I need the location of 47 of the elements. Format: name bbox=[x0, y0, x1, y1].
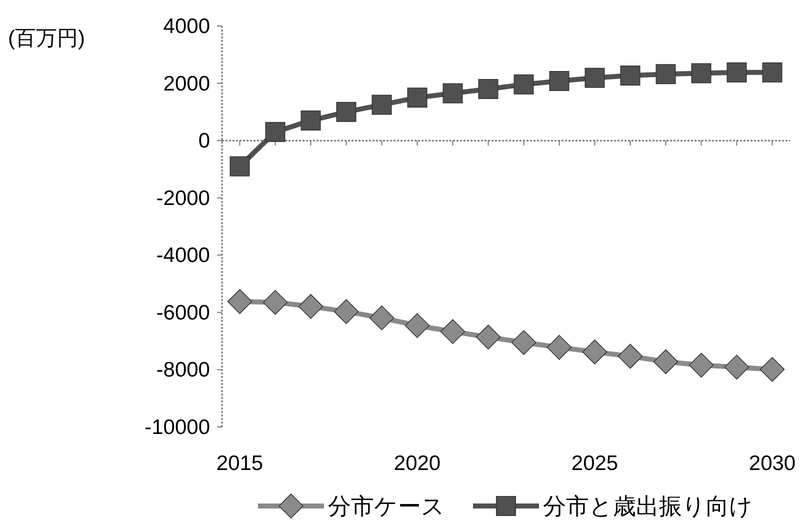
point bbox=[476, 324, 501, 350]
point bbox=[656, 64, 676, 84]
point bbox=[407, 88, 428, 108]
x-tick-label: 2030 bbox=[748, 452, 796, 475]
point bbox=[334, 299, 359, 324]
point bbox=[369, 305, 394, 330]
point bbox=[262, 290, 288, 315]
point bbox=[549, 70, 570, 91]
point bbox=[546, 334, 572, 360]
point bbox=[230, 156, 250, 176]
point bbox=[618, 344, 643, 369]
y-tick-label: -8000 bbox=[156, 358, 210, 382]
y-tick-label: -10000 bbox=[144, 416, 210, 439]
point bbox=[440, 319, 466, 344]
x-tick-label: 2025 bbox=[571, 452, 618, 475]
point bbox=[620, 66, 640, 86]
point bbox=[762, 62, 782, 82]
point bbox=[298, 294, 324, 319]
y-tick-label: -4000 bbox=[156, 244, 210, 268]
y-axis-title: (百万円) bbox=[8, 27, 85, 50]
point bbox=[688, 352, 714, 378]
point bbox=[726, 62, 747, 82]
y-tick-label: -6000 bbox=[156, 301, 210, 324]
y-tick-label: 4000 bbox=[163, 15, 210, 38]
point bbox=[584, 68, 605, 88]
point bbox=[653, 349, 678, 374]
point bbox=[227, 289, 252, 314]
point bbox=[514, 74, 534, 94]
legend-label: 分市ケース bbox=[328, 493, 445, 519]
point bbox=[691, 63, 712, 84]
x-tick-label: 2020 bbox=[394, 452, 441, 475]
point bbox=[442, 83, 463, 104]
y-tick-label: -2000 bbox=[156, 186, 210, 210]
point bbox=[265, 122, 286, 142]
point bbox=[372, 94, 392, 115]
y-tick-label: 2000 bbox=[163, 72, 210, 96]
y-tick-label: 0 bbox=[198, 130, 210, 153]
point bbox=[404, 313, 430, 338]
point bbox=[300, 110, 321, 131]
point bbox=[760, 357, 785, 382]
point bbox=[724, 354, 750, 380]
legend-label: 分市と歳出振り向け bbox=[543, 493, 753, 519]
point bbox=[511, 330, 536, 355]
point bbox=[582, 340, 608, 364]
point bbox=[478, 79, 498, 100]
x-tick-label: 2015 bbox=[216, 452, 264, 475]
point bbox=[336, 102, 356, 122]
